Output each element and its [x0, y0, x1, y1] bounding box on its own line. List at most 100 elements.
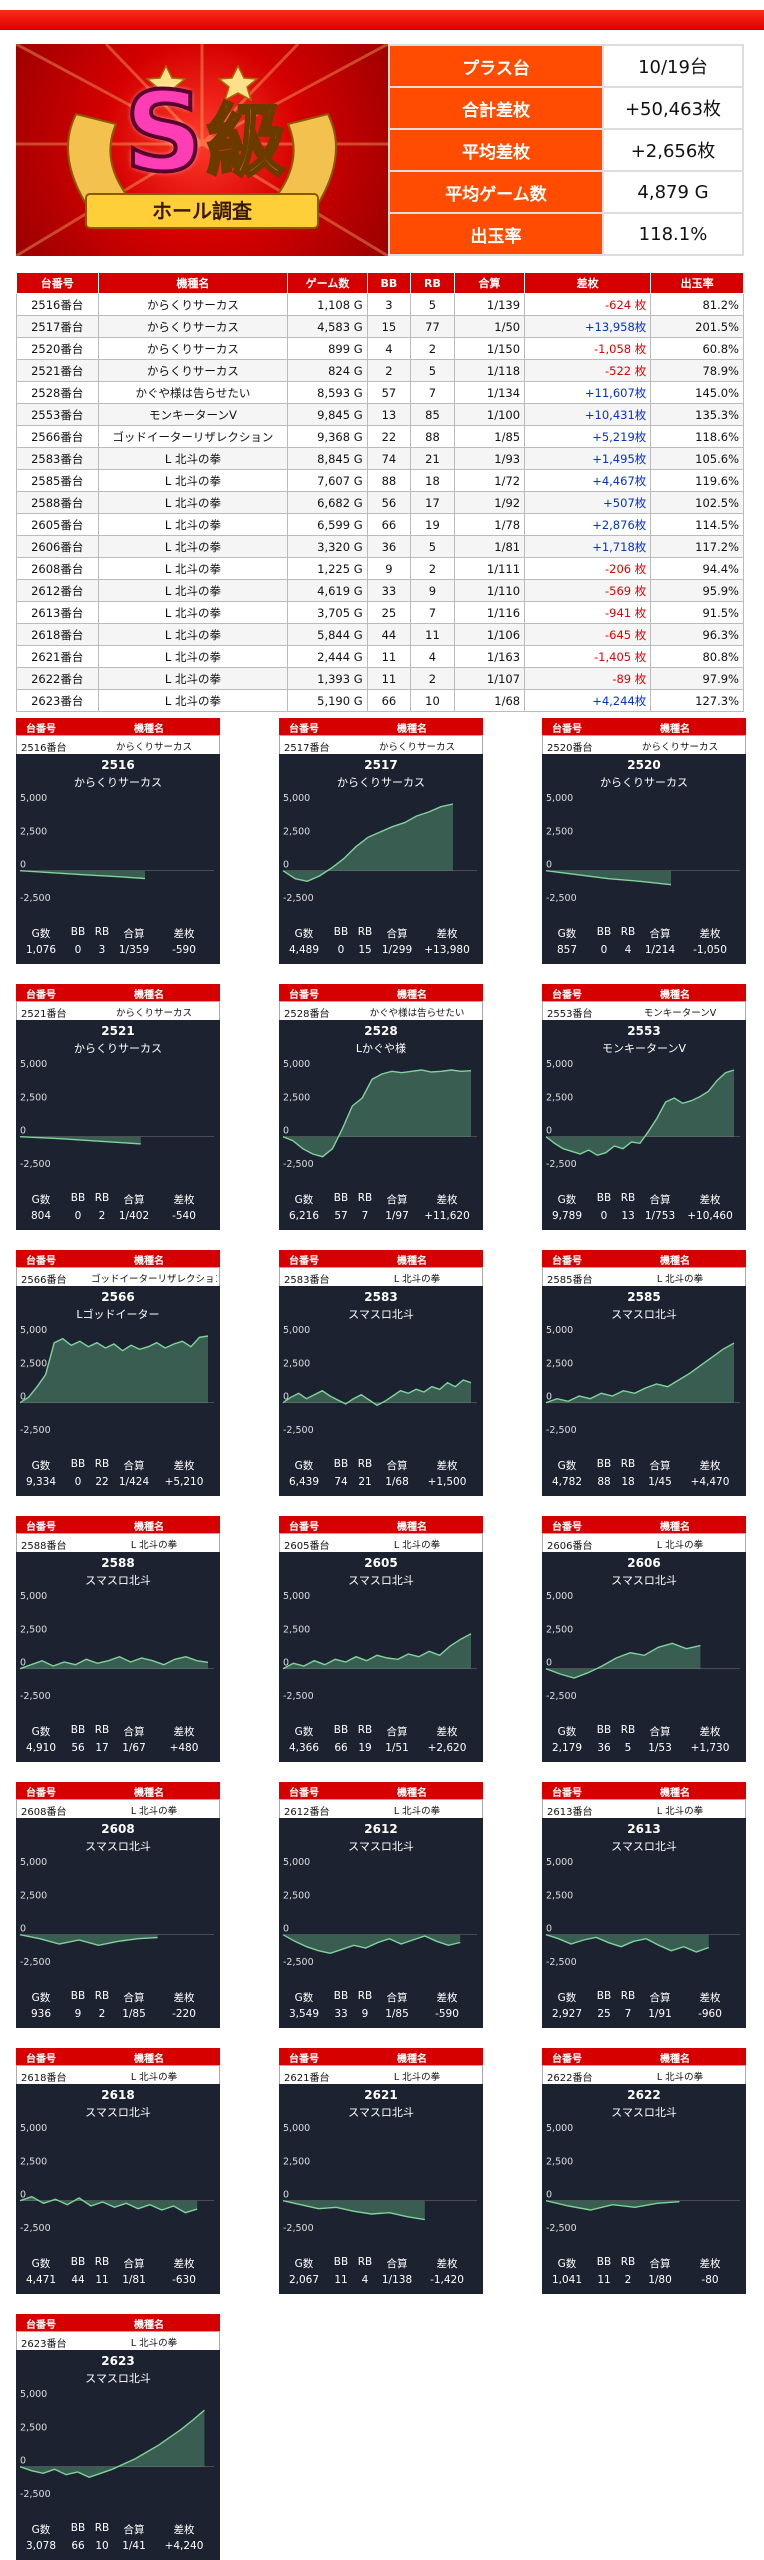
card-header-kishu: 機種名 — [397, 2054, 427, 2065]
y-tick-label: 2,500 — [20, 1890, 47, 1901]
chart-machine-name: スマスロ北斗 — [85, 1574, 151, 1587]
y-tick-label: 0 — [283, 1126, 289, 1137]
slump-graph: 5,000 2,500 0 -2,500 — [545, 1592, 740, 1702]
stat-value: -960 — [698, 2008, 722, 2020]
y-tick-label: 2,500 — [20, 2422, 47, 2433]
y-tick-label: -2,500 — [546, 1425, 577, 1436]
stat-label: 差枚 — [173, 2524, 195, 2536]
table-cell: L 北斗の拳 — [97, 491, 289, 514]
stat-label: G数 — [557, 1726, 577, 1738]
series-line — [282, 1069, 472, 1158]
stat-label: BB — [596, 926, 612, 938]
stat-label: 差枚 — [699, 1726, 721, 1738]
table-cell: +10,431枚 — [524, 403, 652, 426]
stat-label: 差枚 — [436, 1992, 458, 2004]
y-tick-label: 0 — [283, 1658, 289, 1669]
card-header-kishu: 機種名 — [134, 1788, 164, 1799]
y-tick-label: 5,000 — [546, 1858, 573, 1868]
table-cell: 1/93 — [453, 447, 526, 470]
table-row: 2623番台 L 北斗の拳 5,190 G 66 10 1/68 +4,244枚 127.3% — [16, 689, 744, 712]
table-cell: 18 — [410, 469, 455, 492]
table-cell: 2623番台 — [16, 689, 99, 712]
y-tick-label: 0 — [546, 860, 552, 871]
stat-label: 差枚 — [173, 928, 195, 940]
stat-value: 11 — [334, 2274, 348, 2286]
card-info-row: 2606番台 L 北斗の拳 — [542, 1533, 746, 1553]
card-header: 台番号 機種名 — [279, 718, 483, 735]
table-cell: 5 — [410, 535, 455, 558]
chart-unit-number: 2612 — [364, 1822, 398, 1836]
table-cell: 1/150 — [453, 337, 526, 360]
stat-value: 6,216 — [288, 1210, 320, 1222]
slump-graph: 5,000 2,500 0 -2,500 — [19, 1858, 214, 1968]
table-row: 2553番台 モンキーターンV 9,845 G 13 85 1/100 +10,431枚 13… — [16, 403, 744, 426]
card-chart-panel: 2528 Lかぐや様 5,000 2,500 0 -2,500 G数 6,216 BB 57 RB 7… — [279, 1020, 483, 1230]
card-machine: L 北斗の拳 — [656, 1540, 704, 1551]
stat-value: 1/214 — [644, 944, 676, 956]
table-cell: 1/81 — [453, 535, 526, 558]
table-cell: かぐや様は告らせたい — [97, 381, 289, 404]
chart-unit-number: 2608 — [101, 1822, 135, 1836]
stat-value: -80 — [701, 2274, 719, 2286]
stat-label: RB — [94, 926, 110, 938]
stat-value: -1,050 — [693, 944, 727, 956]
y-tick-label: 0 — [20, 860, 26, 871]
table-cell: 8,593 G — [287, 381, 368, 404]
stat-value: +4,470 — [690, 1476, 730, 1488]
card-info-row: 2528番台 かぐや様は告らせたい — [279, 1001, 483, 1021]
table-cell: 88 — [366, 469, 412, 492]
chart-unit-number: 2528 — [364, 1024, 398, 1038]
table-cell: 2621番台 — [16, 645, 99, 668]
y-tick-label: -2,500 — [283, 2223, 314, 2234]
table-cell: -569 枚 — [524, 579, 652, 602]
y-tick-label: 2,500 — [283, 1092, 310, 1103]
card-header-kishu: 機種名 — [660, 1522, 690, 1533]
table-cell: 2606番台 — [16, 535, 99, 558]
card-info-row: 2613番台 L 北斗の拳 — [542, 1799, 746, 1819]
table-cell: -624 枚 — [524, 293, 652, 316]
summary-table: プラス台 10/19台 合計差枚 +50,463枚 平均差枚 +2,656枚 平均ゲーム数 4… — [388, 44, 744, 256]
stat-label: 差枚 — [699, 1992, 721, 2004]
chart-machine-name: からくりサーカス — [74, 1042, 162, 1055]
table-row: 2585番台 L 北斗の拳 7,607 G 88 18 1/72 +4,467枚 119.6% — [16, 469, 744, 492]
table-row: 2613番台 L 北斗の拳 3,705 G 25 7 1/116 -941 枚 91.5% — [16, 601, 744, 624]
card-header-dai: 台番号 — [552, 1788, 582, 1799]
stat-label: 合算 — [123, 928, 145, 940]
table-header: 差枚 — [524, 272, 652, 294]
table-cell: -645 枚 — [524, 623, 652, 646]
table-cell: 88 — [410, 425, 455, 448]
table-cell: L 北斗の拳 — [97, 535, 289, 558]
stat-label: RB — [357, 1724, 373, 1736]
card-chart-panel: 2585 スマスロ北斗 5,000 2,500 0 -2,500 G数 4,782 BB 88 RB… — [542, 1286, 746, 1496]
summary-value: +50,463枚 — [602, 86, 744, 130]
table-cell: L 北斗の拳 — [97, 469, 289, 492]
stat-label: 差枚 — [173, 1194, 195, 1206]
table-cell: +1,718枚 — [524, 535, 652, 558]
stat-label: G数 — [31, 2258, 51, 2270]
table-cell: 78.9% — [650, 359, 744, 382]
badge-kanji: 級 — [205, 96, 286, 189]
stat-value: 17 — [95, 1742, 109, 1754]
chart-machine-name: からくりサーカス — [337, 776, 425, 789]
summary-value: 10/19台 — [602, 44, 744, 88]
stat-value: 3,078 — [25, 2540, 57, 2552]
card-header: 台番号 機種名 — [16, 2314, 220, 2331]
stat-value: 4 — [361, 2274, 369, 2286]
summary-label: 出玉率 — [388, 212, 604, 256]
series-area — [283, 2200, 425, 2220]
table-cell: 9,845 G — [287, 403, 368, 426]
card-info-row: 2622番台 L 北斗の拳 — [542, 2065, 746, 2085]
table-cell: 2585番台 — [16, 469, 99, 492]
stat-value: 4,471 — [25, 2274, 57, 2286]
stat-label: RB — [94, 1192, 110, 1204]
stat-label: RB — [620, 1192, 636, 1204]
stat-value: 1/753 — [644, 1210, 676, 1222]
stat-value: 2 — [98, 2008, 106, 2020]
series-area — [20, 1934, 158, 1946]
card-header-dai: 台番号 — [289, 1788, 319, 1799]
stat-label: BB — [596, 2256, 612, 2268]
stat-value: 0 — [74, 1210, 82, 1222]
card-machine: からくりサーカス — [378, 742, 455, 753]
card-dai: 2553番台 — [547, 1009, 593, 1020]
unit-card: 台番号 機種名 2553番台 モンキーターンV 2553 モンキーターンV 5,000 2,5… — [542, 984, 746, 1230]
